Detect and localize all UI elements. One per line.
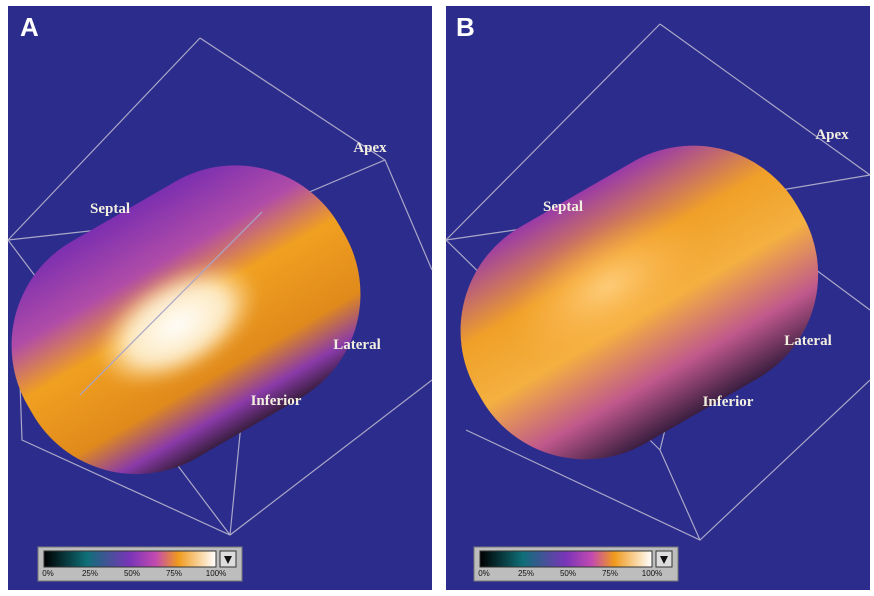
region-label: Apex <box>815 127 849 143</box>
colorbar-tick-label: 100% <box>206 569 226 578</box>
colorbar <box>480 551 652 567</box>
region-label: Septal <box>90 201 130 217</box>
colorbar-tick-label: 50% <box>560 569 576 578</box>
colorbar-tick-label: 50% <box>124 569 140 578</box>
panel-letter: B <box>456 12 475 42</box>
colorbar-tick-label: 75% <box>602 569 618 578</box>
region-label: Septal <box>543 199 583 215</box>
region-label: Inferior <box>703 394 754 410</box>
panel-letter: A <box>20 12 39 42</box>
colorbar-tick-label: 0% <box>42 569 54 578</box>
region-label: Lateral <box>784 333 831 349</box>
panel-b <box>417 6 870 590</box>
colorbar-tick-label: 25% <box>518 569 534 578</box>
region-label: Lateral <box>333 337 380 353</box>
colorbar-tick-label: 25% <box>82 569 98 578</box>
panel-a <box>0 6 432 590</box>
colorbar <box>44 551 216 567</box>
region-label: Apex <box>353 140 387 156</box>
colorbar-tick-label: 75% <box>166 569 182 578</box>
colorbar-tick-label: 100% <box>642 569 662 578</box>
region-label: Inferior <box>251 393 302 409</box>
colorbar-tick-label: 0% <box>478 569 490 578</box>
figure: A Septal Apex Lateral Inferior 0% 25% 50% 75% 100… <box>0 0 874 596</box>
